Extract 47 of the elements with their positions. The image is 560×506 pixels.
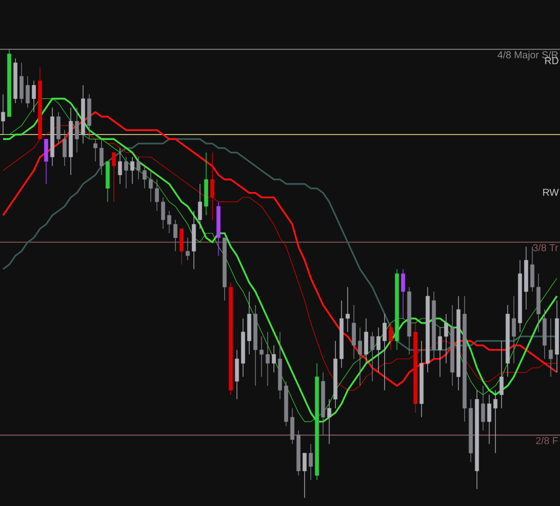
candlestick <box>210 152 214 220</box>
annotation: RD <box>545 57 558 64</box>
candlestick <box>327 398 332 444</box>
candlestick <box>352 304 356 360</box>
candlestick <box>364 318 368 364</box>
candlestick <box>44 138 48 184</box>
candlestick <box>358 327 362 386</box>
candlestick <box>388 322 393 350</box>
candlestick <box>438 327 442 378</box>
candlestick <box>56 112 60 144</box>
candlestick <box>62 130 67 166</box>
ref-line-label: 2/8 F <box>536 436 558 444</box>
candlestick <box>308 444 313 480</box>
candlestick <box>198 184 202 230</box>
ref-line-label: 3/8 Tr <box>533 244 558 252</box>
candlestick <box>481 385 486 431</box>
candlestick <box>530 246 534 292</box>
candlestick <box>234 350 239 400</box>
candlestick <box>1 94 6 135</box>
candlestick <box>444 314 448 364</box>
candlestick <box>180 228 184 266</box>
candlestick <box>32 80 36 112</box>
candlestick <box>130 156 134 184</box>
candlestick <box>401 268 406 319</box>
candlestick <box>302 452 307 498</box>
candlestick <box>100 138 104 176</box>
candlestick <box>512 296 516 364</box>
candlestick <box>186 237 190 261</box>
candlestick <box>272 345 276 373</box>
candlestick <box>548 318 553 378</box>
candlestick <box>154 179 159 212</box>
candlestick <box>266 332 270 386</box>
candlestick <box>93 138 98 162</box>
candlestick <box>118 148 122 184</box>
candlestick <box>124 156 128 189</box>
candlestick <box>136 156 140 180</box>
candlestick <box>112 152 116 202</box>
candlestick <box>346 286 350 332</box>
candlestick <box>74 107 79 153</box>
candlestick <box>20 62 24 104</box>
candlestick <box>376 327 380 373</box>
candlestick <box>500 340 504 409</box>
candlestick <box>370 332 374 382</box>
candlestick <box>260 336 264 378</box>
annotation: RW <box>543 188 559 196</box>
candlestick <box>382 314 387 391</box>
candlestick <box>26 76 30 108</box>
